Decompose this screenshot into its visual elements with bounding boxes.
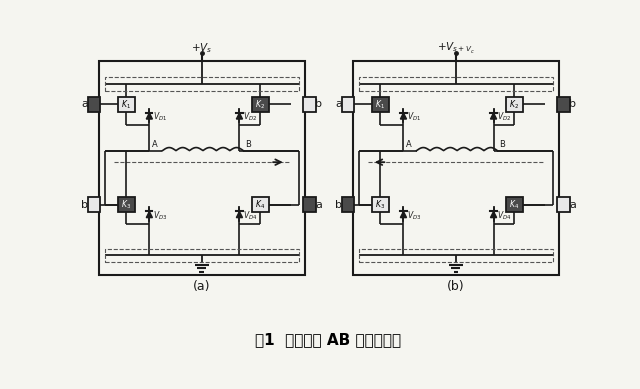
Bar	[88, 97, 100, 112]
Text: 图1  电机绕组 AB 的电流方向: 图1 电机绕组 AB 的电流方向	[255, 332, 401, 347]
Text: $K_4$: $K_4$	[509, 198, 520, 211]
Text: $K_2$: $K_2$	[255, 98, 265, 111]
Text: (a): (a)	[193, 280, 211, 293]
Text: $K_4$: $K_4$	[255, 198, 265, 211]
Text: $K_3$: $K_3$	[121, 198, 131, 211]
Text: a: a	[316, 200, 322, 210]
Bar	[342, 97, 354, 112]
Text: A: A	[152, 140, 158, 149]
Bar	[359, 77, 553, 91]
Text: $K_2$: $K_2$	[509, 98, 519, 111]
Text: b: b	[316, 100, 323, 109]
Bar	[342, 197, 354, 212]
Text: $V_{D2}$: $V_{D2}$	[497, 110, 511, 123]
Bar	[303, 197, 316, 212]
Bar	[252, 97, 269, 112]
Text: $V_{D1}$: $V_{D1}$	[407, 110, 422, 123]
Text: b: b	[570, 100, 577, 109]
Text: $V_{D3}$: $V_{D3}$	[407, 209, 422, 222]
Text: b: b	[81, 200, 88, 210]
Bar	[557, 197, 570, 212]
Text: $V_{D2}$: $V_{D2}$	[243, 110, 257, 123]
Bar	[252, 197, 269, 212]
Bar	[372, 197, 389, 212]
Bar	[506, 197, 523, 212]
Text: a: a	[81, 100, 88, 109]
Bar	[105, 249, 299, 261]
Bar	[118, 197, 135, 212]
Text: $K_1$: $K_1$	[122, 98, 131, 111]
Text: $V_{D3}$: $V_{D3}$	[153, 209, 168, 222]
Text: $+V_{s+V_c}$: $+V_{s+V_c}$	[436, 41, 475, 56]
Text: $K_1$: $K_1$	[376, 98, 385, 111]
Text: $V_{D4}$: $V_{D4}$	[497, 209, 512, 222]
Text: $V_{D4}$: $V_{D4}$	[243, 209, 258, 222]
Text: $V_{D1}$: $V_{D1}$	[153, 110, 168, 123]
Text: (b): (b)	[447, 280, 465, 293]
Text: A: A	[406, 140, 412, 149]
Bar	[506, 97, 523, 112]
Bar	[359, 249, 553, 261]
Text: b: b	[335, 200, 342, 210]
Bar	[353, 61, 559, 275]
Text: B: B	[245, 140, 251, 149]
Text: $+V_s$: $+V_s$	[191, 41, 212, 55]
Polygon shape	[401, 212, 406, 217]
Bar	[372, 97, 389, 112]
Polygon shape	[490, 212, 497, 217]
Text: B: B	[499, 140, 505, 149]
Bar	[303, 97, 316, 112]
Polygon shape	[147, 212, 152, 217]
Polygon shape	[490, 113, 497, 119]
Polygon shape	[236, 113, 243, 119]
Polygon shape	[236, 212, 243, 217]
Bar	[99, 61, 305, 275]
Bar	[88, 197, 100, 212]
Polygon shape	[147, 113, 152, 119]
Bar	[105, 77, 299, 91]
Bar	[118, 97, 135, 112]
Text: $K_3$: $K_3$	[375, 198, 385, 211]
Polygon shape	[401, 113, 406, 119]
Text: a: a	[335, 100, 342, 109]
Bar	[557, 97, 570, 112]
Text: a: a	[570, 200, 576, 210]
